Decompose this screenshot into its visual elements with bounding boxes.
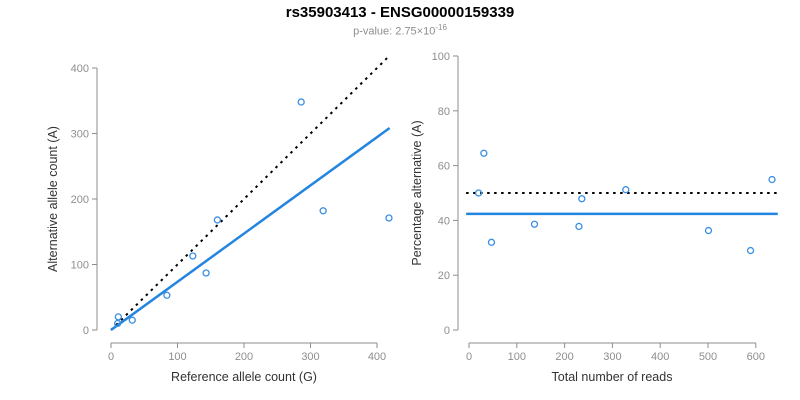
y-tick-label: 300: [71, 129, 89, 141]
p-value-text: p-value: 2.75×10: [353, 25, 436, 38]
data-point: [622, 186, 630, 194]
x-tick-label: 400: [368, 351, 386, 363]
data-point: [213, 216, 222, 224]
data-point: [746, 246, 755, 255]
y-axis-title: Percentage alternative (A): [410, 120, 424, 265]
x-axis-title: Total number of reads: [552, 370, 673, 384]
x-tick-label: 200: [235, 351, 253, 363]
data-point: [297, 98, 305, 106]
regression-line: [110, 126, 391, 332]
x-tick-label: 100: [508, 351, 526, 363]
x-tick-label: 500: [699, 351, 717, 363]
figure-title: rs35903413 - ENSG00000159339: [285, 4, 515, 21]
x-tick-label: 0: [466, 351, 472, 363]
y-tick-label: 0: [444, 325, 450, 337]
data-point: [189, 252, 197, 260]
y-tick-label: 100: [71, 260, 89, 272]
y-tick-label: 60: [438, 161, 450, 173]
data-point: [163, 291, 171, 299]
x-tick-label: 0: [108, 351, 114, 363]
y-tick-label: 40: [438, 215, 450, 227]
data-point: [202, 269, 210, 277]
data-point: [114, 319, 122, 328]
data-point: [487, 238, 496, 246]
data-point: [530, 220, 539, 228]
y-tick-label: 80: [438, 106, 450, 118]
y-tick-label: 100: [432, 51, 450, 63]
data-point: [578, 195, 586, 203]
data-point: [385, 214, 393, 222]
data-point: [575, 222, 583, 231]
x-tick-label: 400: [651, 351, 669, 363]
figure-subtitle: p-value: 2.75×10-16: [0, 23, 800, 38]
y-axis-title: Alternative allele count (A): [46, 126, 60, 272]
y-tick-label: 400: [71, 63, 89, 75]
data-point: [704, 226, 713, 235]
x-tick-label: 100: [168, 351, 186, 363]
p-value-exponent: -16: [435, 23, 447, 32]
x-tick-label: 300: [603, 351, 621, 363]
y-tick-label: 0: [83, 325, 89, 337]
x-tick-label: 300: [301, 351, 319, 363]
y-tick-label: 200: [71, 194, 89, 206]
data-point: [474, 189, 483, 197]
data-point: [480, 149, 488, 157]
x-tick-label: 200: [555, 351, 573, 363]
y-tick-label: 20: [438, 270, 450, 282]
data-point: [319, 207, 327, 215]
x-tick-label: 600: [747, 351, 765, 363]
data-point: [128, 316, 136, 324]
identity-reference-line: [110, 54, 391, 331]
data-point: [768, 175, 776, 184]
x-axis-title: Reference allele count (G): [171, 370, 317, 384]
